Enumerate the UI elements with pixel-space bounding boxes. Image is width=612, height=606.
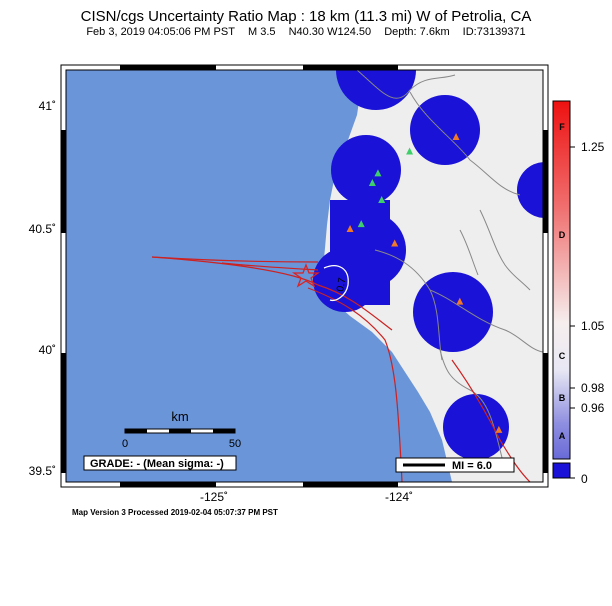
river-path bbox=[409, 91, 521, 196]
grade-box: GRADE: - (Mean sigma: -) bbox=[83, 455, 237, 471]
colorbar-letter-f: F bbox=[559, 122, 565, 132]
coverage-blob bbox=[443, 394, 509, 460]
colorbar-value-0.98: 0.98 bbox=[581, 381, 605, 395]
river-path bbox=[479, 209, 531, 291]
coverage-blob bbox=[313, 248, 377, 312]
scale-bar-unit: km bbox=[171, 409, 188, 424]
scale-bar: km 0 50 bbox=[122, 409, 241, 450]
fault-line bbox=[451, 359, 531, 482]
station-triangle-icon bbox=[456, 297, 464, 305]
event-magnitude: M 3.5 bbox=[247, 26, 276, 38]
station-triangle-icon bbox=[391, 239, 399, 247]
station-triangle-icon bbox=[368, 179, 376, 187]
colorbar-gradient bbox=[552, 100, 571, 460]
lat-label-40.5: 40.5˚ bbox=[28, 222, 56, 236]
scale-bar-max: 50 bbox=[229, 438, 241, 450]
station-triangle-icon bbox=[357, 220, 365, 228]
event-info: Feb 3, 2019 04:05:06 PM PST M 3.5 N40.30… bbox=[0, 26, 612, 38]
lon-label-125: -125˚ bbox=[199, 490, 228, 504]
colorbar-value-0.96: 0.96 bbox=[581, 401, 605, 415]
river-path bbox=[356, 70, 456, 99]
station-triangle-icon bbox=[378, 195, 386, 203]
colorbar-value-0: 0 bbox=[581, 472, 588, 486]
coverage-blob bbox=[410, 95, 480, 165]
scale-bar-segment bbox=[213, 429, 235, 433]
scale-bar-segment bbox=[169, 429, 191, 433]
station-triangle-icon bbox=[452, 133, 460, 141]
event-date: Feb 3, 2019 04:05:06 PM PST bbox=[86, 26, 235, 38]
lat-label-41: 41˚ bbox=[38, 99, 56, 113]
river-path bbox=[459, 229, 479, 276]
event-depth: Depth: 7.6km bbox=[384, 26, 450, 38]
grade-text: GRADE: - (Mean sigma: -) bbox=[90, 458, 224, 470]
grade-box-frame bbox=[83, 455, 237, 471]
station-triangle-icon bbox=[374, 169, 382, 177]
station-triangle-icon bbox=[346, 225, 354, 232]
station-triangle-icon bbox=[495, 425, 503, 433]
colorbar-letter-d: D bbox=[558, 230, 566, 240]
rivers bbox=[356, 70, 543, 471]
scale-bar-segment bbox=[125, 429, 147, 433]
lat-label-39.5: 39.5˚ bbox=[28, 464, 56, 478]
event-location: N40.30 W124.50 bbox=[288, 26, 372, 38]
colorbar-letter-c: C bbox=[558, 351, 566, 361]
scale-bar-min: 0 bbox=[122, 438, 128, 450]
lon-label-124: -124˚ bbox=[384, 490, 413, 504]
map-frame bbox=[60, 64, 549, 488]
processed-footer: Map Version 3 Processed 2019-02-04 05:07… bbox=[72, 508, 278, 517]
contour-line bbox=[323, 265, 349, 302]
coverage-blob bbox=[413, 272, 493, 352]
coverage-blob bbox=[336, 70, 416, 110]
colorbar-zero-swatch bbox=[552, 462, 571, 479]
mi-legend-box: MI = 6.0 bbox=[395, 457, 515, 473]
river-path bbox=[439, 349, 506, 471]
coverage-blob bbox=[331, 135, 401, 205]
colorbar-value-1.25: 1.25 bbox=[581, 140, 605, 154]
colorbar-letter-b: B bbox=[558, 393, 566, 403]
fault-line bbox=[151, 256, 319, 286]
epicenter-star-icon bbox=[291, 263, 321, 288]
mi-legend-text: MI = 6.0 bbox=[452, 460, 492, 472]
map-area: 0.7 km 0 50 GRADE: - (Mean sigma: -) MI … bbox=[66, 70, 543, 482]
coverage-blob bbox=[517, 162, 543, 218]
river-path bbox=[429, 289, 543, 353]
fault-line bbox=[307, 287, 403, 482]
event-id: ID:73139371 bbox=[462, 26, 526, 38]
mi-legend-frame bbox=[395, 457, 515, 473]
fault-lines bbox=[151, 256, 531, 482]
colorbar-letter-a: A bbox=[558, 431, 566, 441]
contour-label: 0.7 bbox=[335, 276, 348, 292]
contour-0.7: 0.7 bbox=[323, 265, 349, 302]
station-triangle-icon bbox=[406, 147, 414, 155]
seismic-stations bbox=[346, 133, 503, 433]
map-title: CISN/cgs Uncertainty Ratio Map : 18 km (… bbox=[80, 8, 532, 25]
lat-label-40: 40˚ bbox=[38, 343, 56, 357]
fault-line bbox=[317, 284, 393, 331]
colorbar bbox=[552, 100, 575, 479]
colorbar-value-1.05: 1.05 bbox=[581, 319, 605, 333]
